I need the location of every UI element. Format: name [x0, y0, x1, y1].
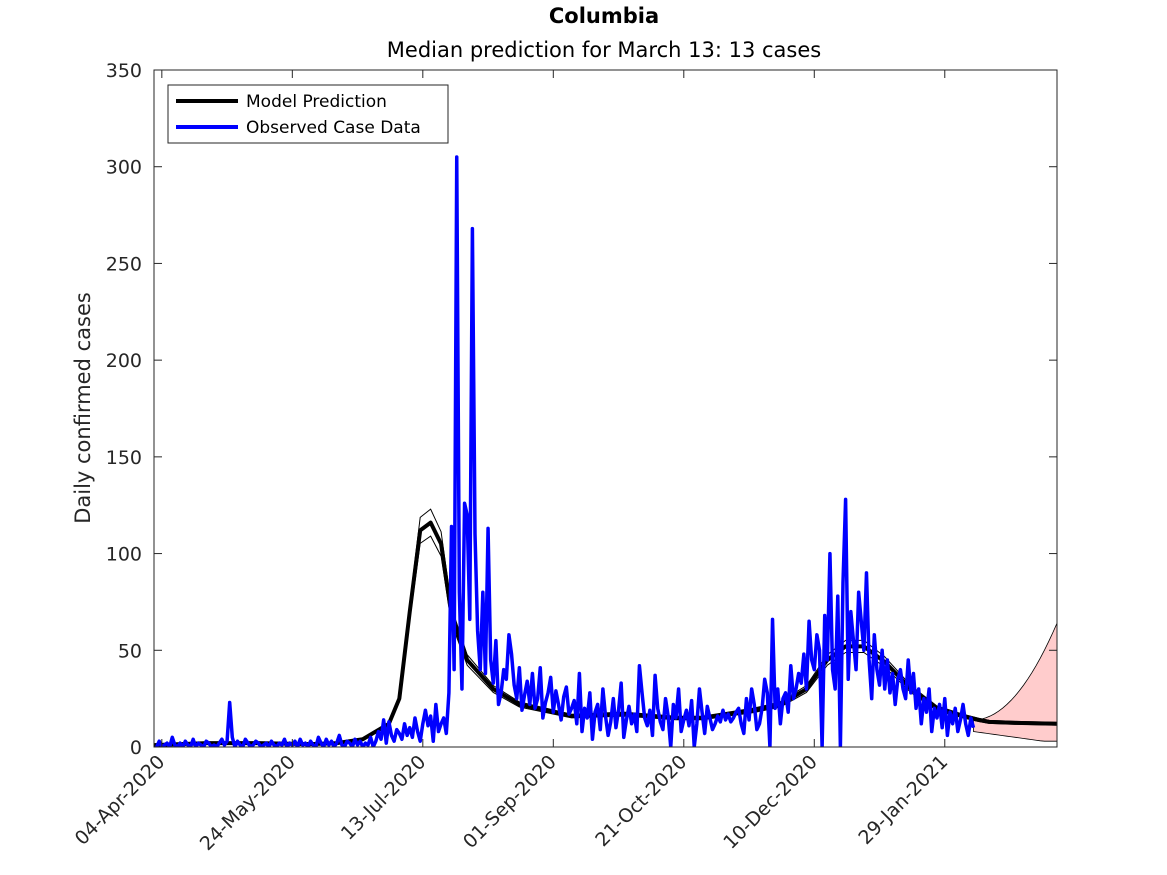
legend-box — [167, 84, 449, 144]
chart-subtitle: Median prediction for March 13: 13 cases — [387, 38, 821, 62]
y-tick-label: 350 — [106, 60, 142, 82]
y-axis-label: Daily confirmed cases — [71, 292, 95, 524]
y-tick-label: 300 — [106, 157, 142, 179]
legend: Model Prediction Observed Case Data — [167, 84, 449, 144]
y-axis: 0 50 100 150 200 250 300 350 — [106, 60, 1057, 759]
chart-title: Columbia — [549, 4, 659, 28]
prediction-interval — [973, 623, 1057, 742]
legend-model-label: Model Prediction — [246, 92, 387, 112]
legend-observed-label: Observed Case Data — [246, 118, 421, 138]
y-tick-label: 200 — [106, 350, 142, 372]
interval-layer — [973, 623, 1057, 742]
y-tick-label: 100 — [106, 544, 142, 566]
y-tick-label: 250 — [106, 253, 142, 275]
plot-frame — [153, 69, 1058, 748]
y-tick-label: 150 — [106, 447, 142, 469]
y-tick-label: 0 — [130, 737, 142, 759]
y-tick-label: 50 — [118, 640, 142, 662]
